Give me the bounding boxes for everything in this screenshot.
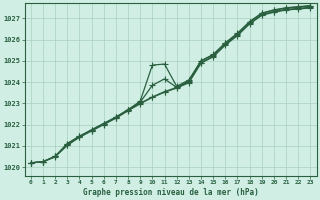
X-axis label: Graphe pression niveau de la mer (hPa): Graphe pression niveau de la mer (hPa) [83,188,259,197]
